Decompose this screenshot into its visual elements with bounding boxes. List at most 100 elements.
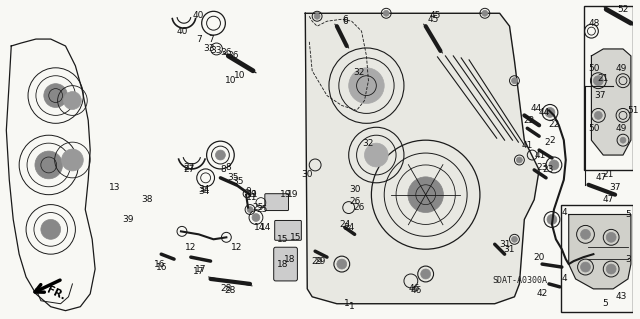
Text: 34: 34 xyxy=(198,187,209,196)
Text: 50: 50 xyxy=(589,124,600,133)
Text: 32: 32 xyxy=(363,139,374,148)
Circle shape xyxy=(482,10,488,16)
Circle shape xyxy=(511,78,517,84)
Text: 8: 8 xyxy=(225,163,231,173)
Text: 11: 11 xyxy=(246,193,258,202)
Text: 29: 29 xyxy=(314,256,326,266)
Circle shape xyxy=(247,207,253,212)
Text: 9: 9 xyxy=(245,187,251,196)
Text: 1: 1 xyxy=(344,299,349,308)
Circle shape xyxy=(420,269,431,279)
Circle shape xyxy=(408,177,444,212)
Text: 30: 30 xyxy=(349,185,360,194)
Text: 22: 22 xyxy=(524,116,535,125)
Text: 21: 21 xyxy=(602,170,614,179)
Circle shape xyxy=(606,232,616,242)
Bar xyxy=(561,204,633,312)
Text: 4: 4 xyxy=(562,208,568,217)
Text: 13: 13 xyxy=(109,183,120,192)
FancyBboxPatch shape xyxy=(274,247,298,281)
Text: 5: 5 xyxy=(602,299,608,308)
Circle shape xyxy=(216,150,225,160)
Text: 18: 18 xyxy=(284,255,295,263)
Text: FR.: FR. xyxy=(45,285,67,302)
Text: 5: 5 xyxy=(625,210,631,219)
Text: 36: 36 xyxy=(221,48,232,57)
Text: 9: 9 xyxy=(250,190,256,199)
Text: 19: 19 xyxy=(280,190,291,199)
Text: 37: 37 xyxy=(595,91,606,100)
Text: 37: 37 xyxy=(609,183,621,192)
Text: 27: 27 xyxy=(183,166,195,174)
Text: 26: 26 xyxy=(349,197,360,206)
Text: 24: 24 xyxy=(343,223,355,232)
Text: 1: 1 xyxy=(349,302,355,311)
Text: 22: 22 xyxy=(548,120,559,129)
Text: 23: 23 xyxy=(536,163,548,173)
Text: 2: 2 xyxy=(549,136,555,145)
Circle shape xyxy=(516,157,522,163)
Text: 31: 31 xyxy=(504,245,515,254)
Text: 16: 16 xyxy=(156,263,167,271)
Circle shape xyxy=(511,236,517,242)
Text: 26: 26 xyxy=(353,203,364,212)
Circle shape xyxy=(252,213,260,221)
Text: 47: 47 xyxy=(602,195,614,204)
Text: 49: 49 xyxy=(615,64,627,73)
Text: 31: 31 xyxy=(499,240,510,249)
Text: SDAT-A0300A: SDAT-A0300A xyxy=(493,277,548,286)
Text: 39: 39 xyxy=(122,215,133,224)
Text: 45: 45 xyxy=(428,15,439,24)
Circle shape xyxy=(365,143,388,167)
Text: 20: 20 xyxy=(533,253,545,262)
Text: 35: 35 xyxy=(227,173,239,182)
Circle shape xyxy=(620,137,626,143)
Text: 3: 3 xyxy=(625,255,631,263)
Circle shape xyxy=(349,68,384,103)
Text: 27: 27 xyxy=(183,163,195,173)
Bar xyxy=(584,6,633,170)
Circle shape xyxy=(44,84,67,108)
Text: 33: 33 xyxy=(211,47,222,56)
Text: 46: 46 xyxy=(410,286,422,295)
Text: 16: 16 xyxy=(154,260,165,269)
Text: 45: 45 xyxy=(430,11,441,20)
Text: 51: 51 xyxy=(627,106,639,115)
Text: 40: 40 xyxy=(193,11,204,20)
Text: 49: 49 xyxy=(615,124,627,133)
FancyBboxPatch shape xyxy=(265,194,289,211)
Text: 15: 15 xyxy=(277,235,289,244)
Text: 50: 50 xyxy=(589,64,600,73)
Text: 2: 2 xyxy=(544,138,550,147)
Text: 43: 43 xyxy=(615,292,627,301)
Circle shape xyxy=(545,108,555,117)
Text: 52: 52 xyxy=(618,5,628,14)
Text: 15: 15 xyxy=(290,233,301,242)
Circle shape xyxy=(595,111,602,119)
Text: 46: 46 xyxy=(408,284,419,293)
Text: 21: 21 xyxy=(598,74,609,83)
Text: 4: 4 xyxy=(562,274,568,284)
Text: 18: 18 xyxy=(277,260,289,269)
Text: 17: 17 xyxy=(195,264,207,273)
Text: 41: 41 xyxy=(534,151,546,160)
Circle shape xyxy=(580,229,591,239)
Circle shape xyxy=(41,219,61,239)
Text: 32: 32 xyxy=(353,68,364,77)
Text: 41: 41 xyxy=(522,141,533,150)
Text: 47: 47 xyxy=(596,173,607,182)
Text: 14: 14 xyxy=(254,223,266,232)
Circle shape xyxy=(593,76,604,85)
Circle shape xyxy=(547,214,557,225)
Text: 28: 28 xyxy=(221,284,232,293)
Polygon shape xyxy=(569,214,631,289)
Circle shape xyxy=(314,13,320,19)
Text: 6: 6 xyxy=(342,15,348,24)
Text: 17: 17 xyxy=(193,266,204,276)
Text: 44: 44 xyxy=(538,108,550,117)
Text: 28: 28 xyxy=(225,286,236,295)
Text: 38: 38 xyxy=(141,195,153,204)
Text: 25: 25 xyxy=(256,205,268,214)
Circle shape xyxy=(383,10,389,16)
Circle shape xyxy=(580,262,591,272)
